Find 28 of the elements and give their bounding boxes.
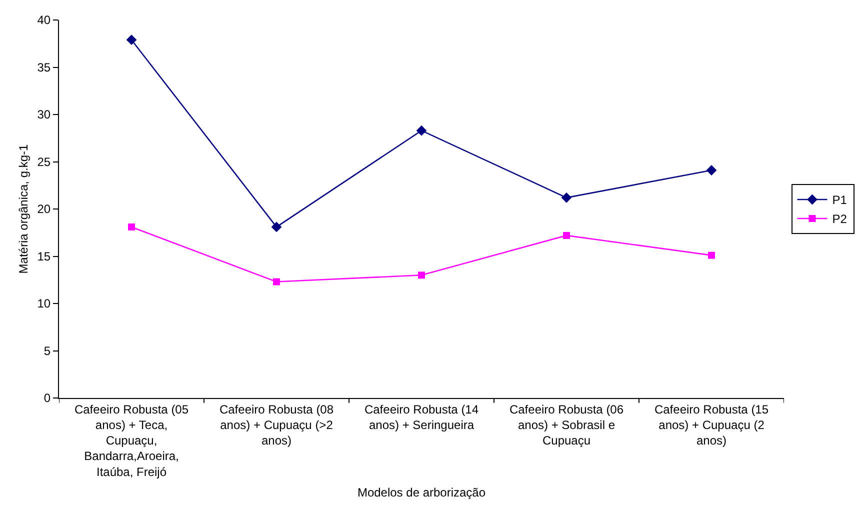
y-axis-title: Matéria orgânica, g.kg-1 bbox=[16, 144, 31, 274]
y-tick-label: 30 bbox=[37, 108, 51, 122]
point bbox=[271, 222, 282, 232]
y-tick-label: 0 bbox=[44, 391, 51, 406]
x-axis-title: Modelos de arborização bbox=[357, 486, 486, 500]
legend-label: P2 bbox=[832, 212, 848, 226]
point bbox=[416, 125, 427, 136]
point bbox=[273, 278, 280, 286]
y-tick-label: 15 bbox=[37, 249, 51, 264]
legend-label: P1 bbox=[832, 193, 848, 208]
y-tick-label: 25 bbox=[37, 154, 51, 169]
y-tick-label: 20 bbox=[37, 202, 51, 216]
x-tick-label: Cafeeiro Robusta (08 anos) + Cupuaçu (>2 anos) bbox=[219, 402, 334, 448]
point bbox=[418, 272, 425, 279]
point bbox=[706, 165, 717, 176]
y-tick-label: 5 bbox=[44, 344, 51, 358]
y-tick-label: 40 bbox=[37, 13, 51, 28]
x-tick-label: Cafeeiro Robusta (05 anos) + Teca, Cupuaçu, Bandarra,Aroeira, Itaúba, Freijó bbox=[74, 402, 189, 479]
y-tick-label: 35 bbox=[37, 60, 51, 74]
x-tick-label: Cafeeiro Robusta (14 anos) + Seringueira bbox=[364, 402, 479, 432]
x-tick-label: Cafeeiro Robusta (15 anos) + Cupuaçu (2 anos) bbox=[654, 402, 769, 448]
point bbox=[126, 34, 137, 46]
point bbox=[563, 232, 570, 239]
y-tick-label: 10 bbox=[37, 296, 51, 311]
point bbox=[708, 252, 715, 259]
point bbox=[561, 192, 572, 203]
x-tick-label: Cafeeiro Robusta (06 anos) + Sobrasil e Cupuaçu bbox=[509, 402, 624, 448]
point bbox=[128, 223, 135, 230]
